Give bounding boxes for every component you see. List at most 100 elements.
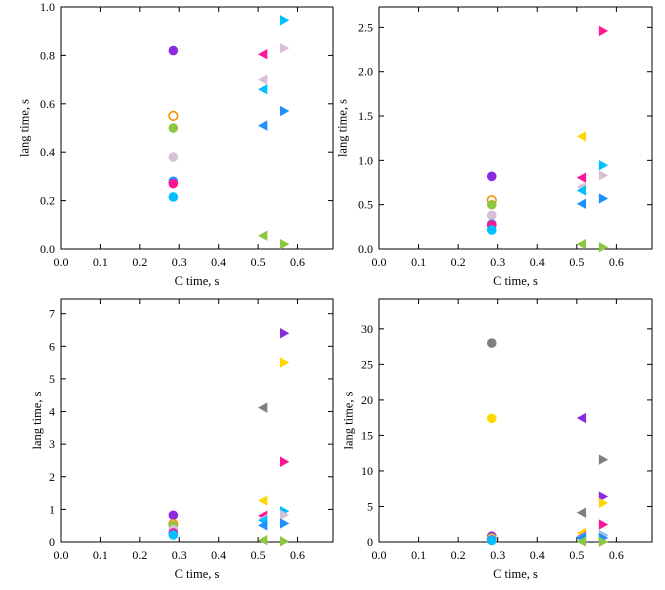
data-point-green-tri-right bbox=[598, 536, 609, 548]
data-point-pink-tri-right bbox=[598, 25, 609, 37]
x-tick-label: 0.6 bbox=[290, 255, 305, 269]
data-point-purple-circle bbox=[486, 171, 497, 182]
data-point-gray-tri-left bbox=[576, 507, 587, 518]
plot-frame bbox=[60, 6, 334, 250]
y-tick-label: 3 bbox=[49, 437, 55, 451]
x-tick-label: 0.6 bbox=[609, 255, 624, 269]
y-axis-label: lang time, s bbox=[335, 99, 349, 157]
data-point-pink-tri-left bbox=[576, 172, 587, 183]
x-tick-label: 0.3 bbox=[172, 548, 187, 562]
x-tick-label: 0.5 bbox=[569, 255, 584, 269]
x-tick-label: 0.1 bbox=[93, 255, 108, 269]
data-point-gray-circle bbox=[486, 338, 497, 348]
y-tick-label: 0.5 bbox=[358, 198, 373, 212]
data-point-green-tri-left bbox=[258, 535, 268, 546]
y-tick-label: 0.8 bbox=[40, 48, 55, 62]
data-point-purple-tri-left bbox=[576, 412, 587, 424]
x-tick-label: 0.4 bbox=[211, 548, 226, 562]
data-point-yellow-tri-left bbox=[258, 495, 268, 506]
y-tick-label: 2.0 bbox=[358, 65, 373, 79]
data-point-lavender-tri-right bbox=[280, 509, 290, 521]
x-tick-label: 0.0 bbox=[372, 255, 387, 269]
x-tick-label: 0.2 bbox=[451, 548, 466, 562]
y-tick-label: 0 bbox=[367, 535, 373, 549]
y-tick-label: 5 bbox=[367, 499, 373, 513]
data-point-yellow-tri-left bbox=[576, 131, 587, 142]
x-tick-label: 0.5 bbox=[251, 548, 266, 562]
y-tick-label: 30 bbox=[361, 322, 373, 336]
data-point-cyan-circle bbox=[168, 192, 179, 202]
y-tick-label: 0.4 bbox=[40, 145, 55, 159]
y-tick-label: 7 bbox=[49, 307, 55, 321]
plot-frame bbox=[378, 298, 653, 543]
data-point-cyan-tri-right bbox=[598, 160, 609, 171]
y-tick-label: 1.0 bbox=[40, 0, 55, 14]
x-axis-label: C time, s bbox=[175, 274, 220, 288]
x-axis-label: C time, s bbox=[175, 567, 220, 581]
data-point-blue-tri-left bbox=[258, 520, 268, 531]
data-point-pink-tri-left bbox=[258, 48, 268, 60]
data-point-cyan-circle bbox=[486, 225, 497, 235]
y-axis-label: lang time, s bbox=[30, 391, 44, 449]
data-point-blue-tri-right bbox=[280, 518, 290, 529]
y-axis-label: lang time, s bbox=[17, 99, 31, 157]
data-point-blue-tri-left bbox=[576, 198, 587, 209]
data-point-purple-tri-right bbox=[280, 328, 290, 339]
x-tick-label: 0.0 bbox=[54, 548, 69, 562]
x-tick-label: 0.3 bbox=[172, 255, 187, 269]
data-point-gray-tri-right bbox=[598, 454, 609, 465]
y-tick-label: 2.5 bbox=[358, 20, 373, 34]
x-tick-label: 0.0 bbox=[54, 255, 69, 269]
data-point-pink-tri-right bbox=[598, 519, 609, 530]
y-tick-label: 4 bbox=[49, 405, 55, 419]
x-tick-label: 0.0 bbox=[372, 548, 387, 562]
y-tick-label: 1.0 bbox=[358, 153, 373, 167]
x-axis-label: C time, s bbox=[493, 274, 538, 288]
data-point-purple-circle bbox=[168, 45, 179, 56]
data-point-yellow-tri-right bbox=[598, 497, 609, 509]
x-tick-label: 0.3 bbox=[490, 548, 505, 562]
x-tick-label: 0.5 bbox=[251, 255, 266, 269]
x-tick-label: 0.6 bbox=[609, 548, 624, 562]
data-point-green-circle bbox=[168, 123, 179, 133]
x-tick-label: 0.2 bbox=[132, 255, 147, 269]
x-tick-label: 0.1 bbox=[411, 548, 426, 562]
x-tick-label: 0.1 bbox=[411, 255, 426, 269]
y-tick-label: 25 bbox=[361, 357, 373, 371]
x-tick-label: 0.6 bbox=[290, 548, 305, 562]
data-point-orange-circle-open bbox=[168, 110, 179, 121]
x-tick-label: 0.2 bbox=[132, 548, 147, 562]
data-point-lavender-tri-right bbox=[598, 170, 609, 181]
data-point-lavender-tri-right bbox=[280, 42, 290, 54]
x-axis-label: C time, s bbox=[493, 567, 538, 581]
data-point-cyan-tri-left bbox=[576, 185, 587, 196]
data-point-lavender-circle bbox=[168, 152, 179, 162]
x-tick-label: 0.5 bbox=[569, 548, 584, 562]
data-point-green-tri-left bbox=[576, 536, 587, 547]
data-point-blue-tri-right bbox=[280, 105, 290, 117]
data-point-blue-tri-right bbox=[598, 193, 609, 204]
y-tick-label: 1.5 bbox=[358, 109, 373, 123]
data-point-cyan-tri-right bbox=[280, 15, 290, 26]
y-tick-label: 0.0 bbox=[40, 242, 55, 256]
data-point-purple-circle bbox=[168, 510, 179, 521]
data-point-green-tri-right bbox=[280, 536, 290, 547]
subplot-1: 0.0 0.1 0.2 0.3 0.4 0.5 0.6 0.0 0.2 0.4 0.6 0.8 1.0 C… bbox=[17, 0, 334, 288]
x-tick-label: 0.1 bbox=[93, 548, 108, 562]
x-tick-label: 0.2 bbox=[451, 255, 466, 269]
y-tick-label: 20 bbox=[361, 393, 373, 407]
y-tick-label: 15 bbox=[361, 428, 373, 442]
y-tick-label: 2 bbox=[49, 470, 55, 484]
x-tick-label: 0.4 bbox=[530, 255, 545, 269]
data-point-blue-tri-left bbox=[258, 120, 268, 131]
data-point-yellow-circle bbox=[486, 413, 497, 424]
y-tick-label: 1 bbox=[49, 502, 55, 516]
plot-frame bbox=[60, 298, 334, 543]
data-point-green-tri-right bbox=[280, 238, 290, 250]
subplot-4: 0.0 0.1 0.2 0.3 0.4 0.5 0.6 0 5 10 15 20 25 30 C time,… bbox=[342, 298, 653, 581]
y-tick-label: 5 bbox=[49, 372, 55, 386]
data-point-cyan-circle bbox=[168, 530, 179, 540]
data-point-cyan-tri-left bbox=[258, 84, 268, 95]
y-tick-label: 0.0 bbox=[358, 242, 373, 256]
